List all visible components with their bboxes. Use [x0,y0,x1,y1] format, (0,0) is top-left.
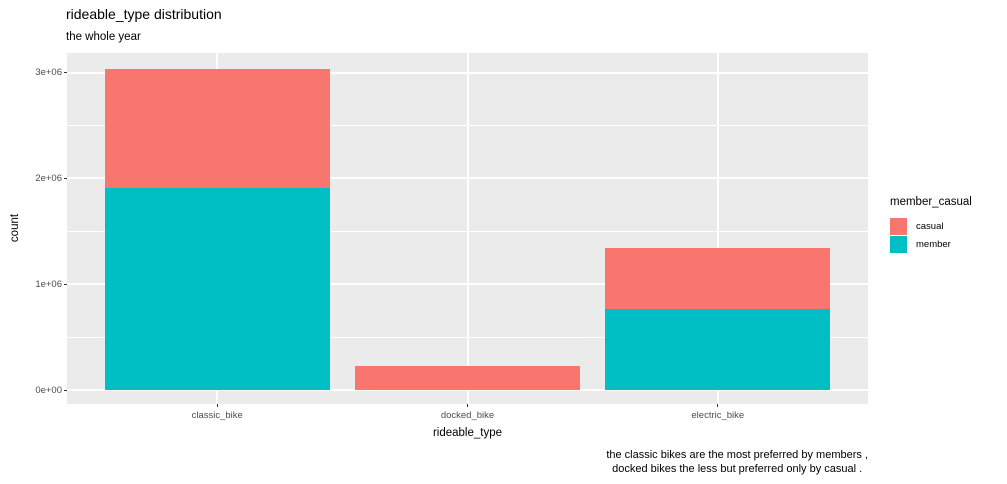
x-tick-mark [216,404,218,407]
y-tick-mark [64,389,67,391]
caption-line-1: the classic bikes are the most preferred… [606,449,868,461]
gridline-major-vertical [716,53,719,404]
y-tick-mark [64,283,67,285]
y-tick-label: 0e+00 [35,384,62,396]
y-tick-label: 1e+06 [35,278,62,290]
plot-caption: the classic bikes are the most preferred… [606,449,868,476]
legend-label-casual: casual [916,221,944,232]
plot-title: rideable_type distribution [66,6,222,22]
x-tick-label: docked_bike [440,410,495,421]
legend-item-member: member [890,236,972,253]
x-tick-mark [717,404,719,407]
legend-item-casual: casual [890,218,972,235]
y-tick-label: 3e+06 [35,67,62,79]
x-tick-label: electric_bike [691,410,745,421]
caption-line-2: docked bikes the less but preferred only… [612,462,863,475]
y-tick-label: 2e+06 [35,172,62,184]
bar-electric_bike-member [605,308,831,390]
legend: member_casual casual member [890,196,972,254]
y-tick-mark [64,72,67,74]
plot-subtitle: the whole year [66,31,141,43]
legend-label-member: member [916,239,951,250]
y-tick-mark [64,177,67,179]
bar-docked_bike-casual [354,365,581,390]
legend-swatch-casual [890,218,907,235]
plot-panel [67,53,868,404]
bar-classic_bike-casual [104,69,330,188]
y-axis-title: count [9,213,21,243]
legend-title: member_casual [890,196,972,208]
bar-electric_bike-casual [605,248,831,309]
legend-swatch-member [890,236,907,253]
x-tick-mark [467,404,468,407]
x-tick-label: classic_bike [191,410,243,421]
bar-classic_bike-member [104,187,330,390]
x-axis-title: rideable_type [432,427,503,439]
gridline-major-vertical [466,53,469,404]
